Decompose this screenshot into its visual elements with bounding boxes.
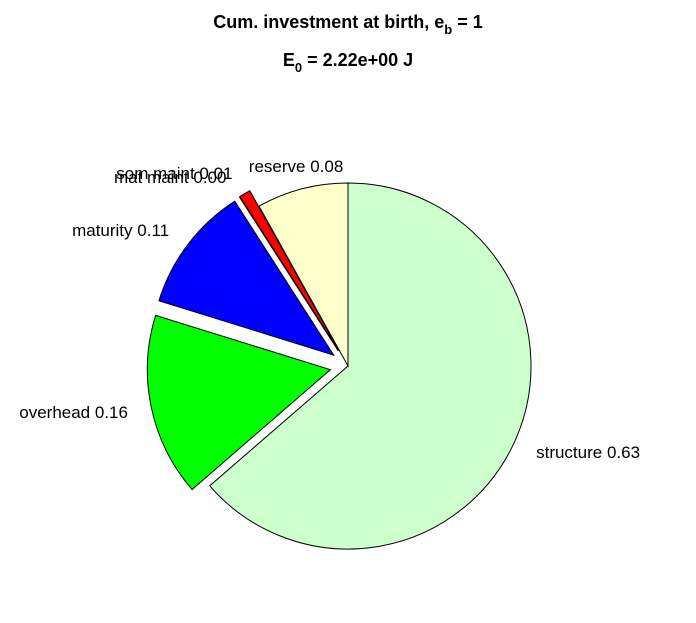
slice-label: mat maint 0.00	[114, 168, 226, 187]
chart-title: Cum. investment at birth, eb = 1	[213, 12, 483, 37]
slice-value: 0.11	[137, 221, 169, 240]
slice-category: reserve	[249, 157, 306, 176]
slice-label: reserve 0.08	[249, 157, 344, 176]
pie-slice	[258, 182, 349, 368]
pie-slice	[158, 200, 335, 356]
slice-value: 0.63	[607, 443, 640, 462]
slice-category: overhead	[19, 403, 90, 422]
pie-slice	[208, 182, 532, 550]
pie-slice	[239, 189, 340, 351]
slice-label: maturity 0.11	[72, 221, 169, 240]
chart-subtitle: E0 = 2.22e+00 J	[283, 50, 413, 75]
slice-value: 0.08	[310, 157, 343, 176]
slice-label: overhead 0.16	[19, 403, 128, 422]
slice-category: structure	[536, 443, 602, 462]
slice-value: 0.16	[95, 403, 128, 422]
slice-label: som maint 0.01	[116, 164, 232, 183]
pie-slice	[146, 314, 332, 491]
slice-label: structure 0.63	[536, 443, 640, 462]
pie: structure 0.63 overhead 0.16 maturity 0.11…	[19, 157, 640, 550]
slice-category: mat maint	[114, 168, 189, 187]
slice-value: 0.01	[199, 164, 232, 183]
slice-category: som maint	[116, 164, 195, 183]
slice-value: 0.00	[193, 168, 226, 187]
slice-category: maturity	[72, 221, 133, 240]
